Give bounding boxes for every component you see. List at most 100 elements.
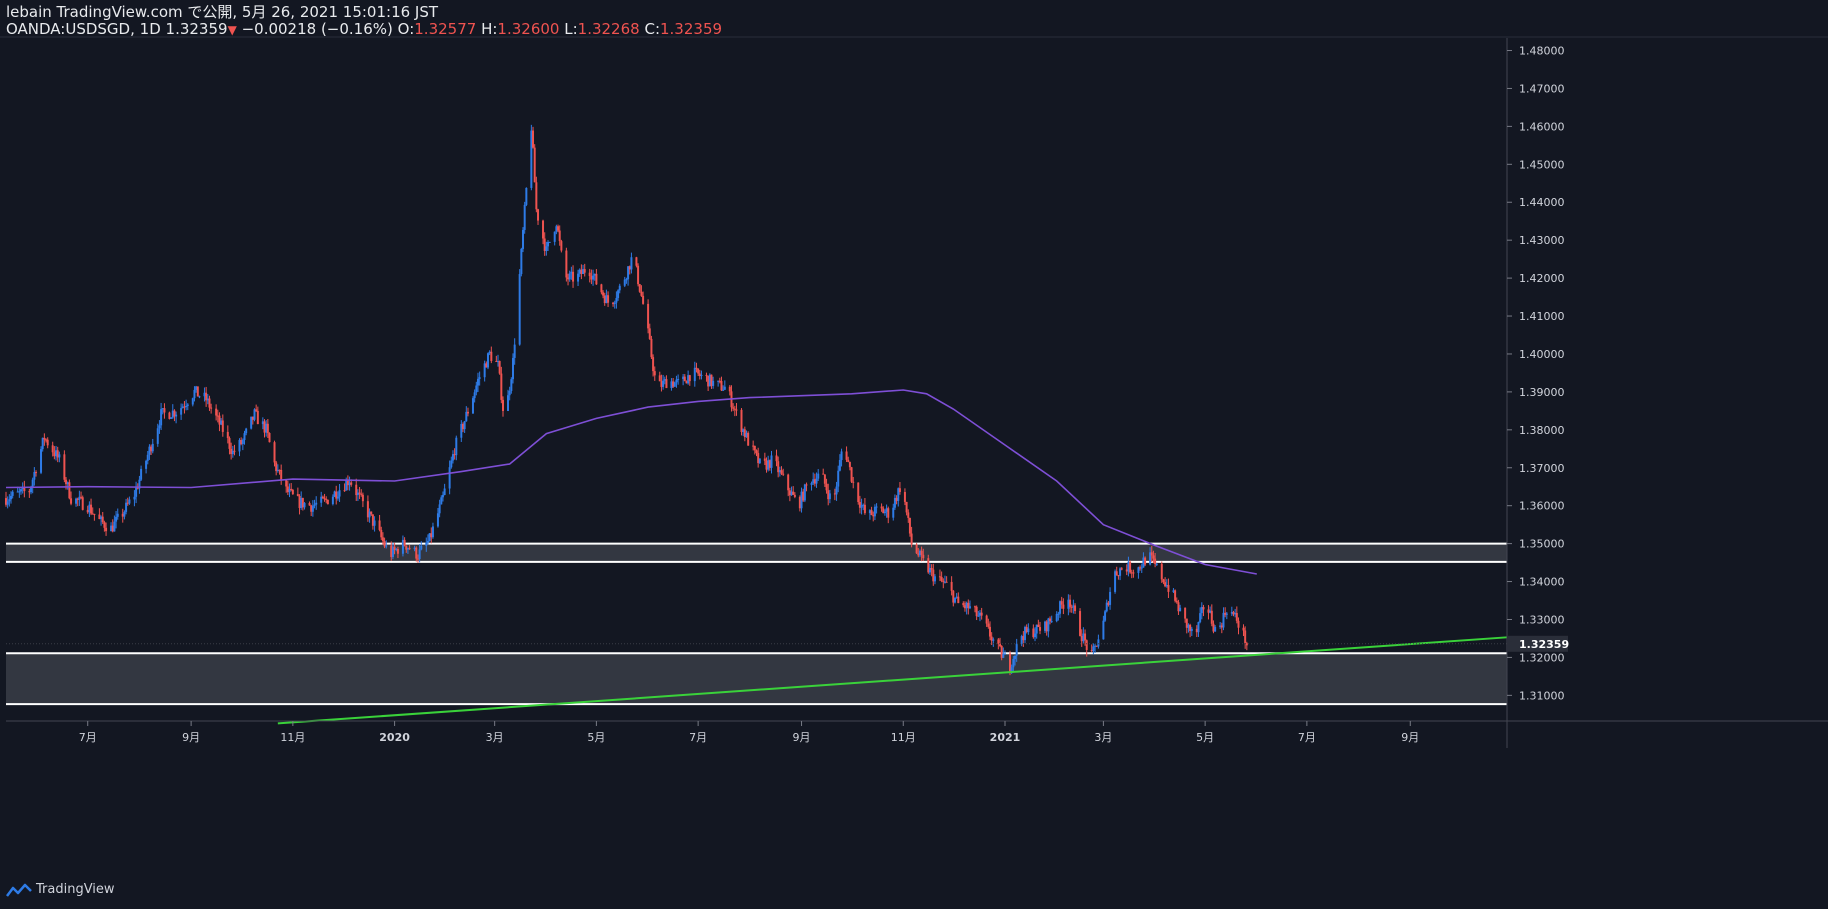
- candle-body-214: [501, 399, 504, 411]
- y-tick-label-7: 1.41000: [1519, 310, 1565, 323]
- candle-body-34: [81, 497, 84, 510]
- candle-body-442: [1035, 624, 1038, 634]
- candle-body-338: [792, 491, 795, 495]
- candle-body-308: [722, 389, 725, 391]
- candle-body-513: [1200, 607, 1203, 614]
- y-tick-label-8: 1.40000: [1519, 348, 1565, 361]
- price-chart[interactable]: 1.48000 1.47000 1.46000 1.45000 1.44000 1.430…: [0, 0, 1828, 882]
- candle-body-275: [647, 303, 650, 329]
- candle-body-102: [241, 440, 244, 444]
- candle-body-361: [847, 459, 850, 462]
- candle-body-198: [465, 411, 468, 422]
- candle-body-456: [1069, 599, 1072, 607]
- candle-body-173: [406, 548, 409, 550]
- publish-info: lebain TradingView.com で公開, 5月 26, 2021 …: [6, 3, 439, 21]
- candle-body-509: [1190, 628, 1193, 632]
- candle-body-128: [301, 497, 304, 508]
- candle-body-339: [793, 494, 796, 497]
- candle-body-417: [977, 615, 980, 617]
- candle-body-357: [837, 470, 840, 487]
- low-label: L:: [564, 20, 578, 38]
- candle-body-207: [486, 353, 489, 368]
- candle-body-189: [443, 488, 446, 495]
- candle-body-81: [193, 389, 196, 399]
- candle-body-91: [216, 415, 219, 417]
- candle-body-359: [840, 451, 843, 461]
- candle-body-205: [483, 363, 486, 378]
- candle-body-530: [1242, 627, 1245, 631]
- candle-body-283: [663, 379, 666, 381]
- change-down-icon: ▼: [227, 23, 237, 37]
- candle-body-154: [361, 494, 364, 502]
- x-tick-label-10: 3月: [1094, 731, 1112, 744]
- candle-body-255: [600, 284, 603, 293]
- candle-body-474: [1109, 591, 1112, 605]
- candle-body-416: [975, 606, 978, 617]
- candle-body-38: [91, 513, 94, 515]
- candle-body-372: [872, 514, 875, 517]
- x-tick-label-1: 9月: [182, 731, 200, 744]
- candle-body-384: [898, 488, 901, 492]
- candle-body-183: [430, 533, 433, 538]
- candle-body-449: [1050, 621, 1053, 623]
- candle-body-134: [315, 502, 318, 505]
- candle-body-271: [637, 265, 640, 285]
- candle-body-185: [436, 513, 439, 527]
- candle-body-496: [1162, 579, 1165, 583]
- candle-body-413: [967, 602, 970, 609]
- candle-body-140: [331, 496, 334, 505]
- candle-body-238: [558, 230, 561, 242]
- candle-body-381: [893, 497, 896, 508]
- candle-body-473: [1107, 602, 1110, 605]
- candle-body-412: [965, 602, 968, 609]
- candle-body-383: [897, 488, 900, 501]
- candle-body-223: [523, 204, 526, 230]
- candle-body-13: [33, 472, 36, 480]
- candle-body-280: [658, 375, 661, 382]
- tradingview-logo[interactable]: TradingView: [6, 882, 115, 897]
- candle-body-333: [780, 470, 783, 474]
- candle-body-277: [650, 338, 653, 358]
- candle-body-370: [868, 510, 871, 514]
- candle-body-457: [1070, 606, 1073, 608]
- candle-body-462: [1082, 633, 1085, 642]
- candle-body-24: [58, 454, 61, 458]
- candle-body-425: [997, 639, 1000, 644]
- candle-body-123: [290, 488, 293, 490]
- candle-body-90: [215, 408, 218, 416]
- candle-body-314: [735, 409, 738, 411]
- y-tick-label-11: 1.37000: [1519, 462, 1565, 475]
- x-tick-label-12: 7月: [1298, 731, 1316, 744]
- time-axis[interactable]: 7月 9月 11月 2020 3月 5月 7月 9月 11月 2021 3月 5月 7月 9月: [79, 721, 1420, 744]
- candle-body-156: [368, 511, 371, 518]
- candle-body-229: [537, 209, 540, 221]
- candle-body-450: [1055, 613, 1058, 622]
- candle-body-232: [545, 246, 548, 251]
- candle-body-475: [1114, 571, 1117, 592]
- candle-body-206: [485, 363, 488, 368]
- candle-body-237: [557, 226, 560, 231]
- candle-body-200: [471, 398, 474, 414]
- candle-body-245: [577, 273, 580, 282]
- candle-body-289: [677, 379, 680, 381]
- candle-body-241: [567, 277, 570, 280]
- high-value: 1.32600: [497, 20, 560, 38]
- candle-body-170: [401, 539, 404, 554]
- candle-body-137: [323, 498, 326, 500]
- candle-body-313: [733, 408, 736, 410]
- candle-body-182: [428, 533, 431, 541]
- candle-body-268: [628, 266, 631, 270]
- candle-body-153: [360, 493, 363, 495]
- candle-body-165: [390, 545, 393, 557]
- candle-body-20: [51, 445, 54, 453]
- candle-body-356: [835, 486, 838, 495]
- candle-body-30: [75, 498, 78, 504]
- candle-body-498: [1165, 585, 1168, 587]
- price-axis[interactable]: 1.48000 1.47000 1.46000 1.45000 1.44000 1.430…: [6, 45, 1569, 703]
- candle-body-494: [1155, 563, 1158, 565]
- candle-body-399: [933, 576, 936, 582]
- candle-body-222: [522, 229, 525, 249]
- candle-body-55: [133, 496, 136, 500]
- candle-body-117: [276, 469, 279, 472]
- candle-body-148: [348, 482, 351, 486]
